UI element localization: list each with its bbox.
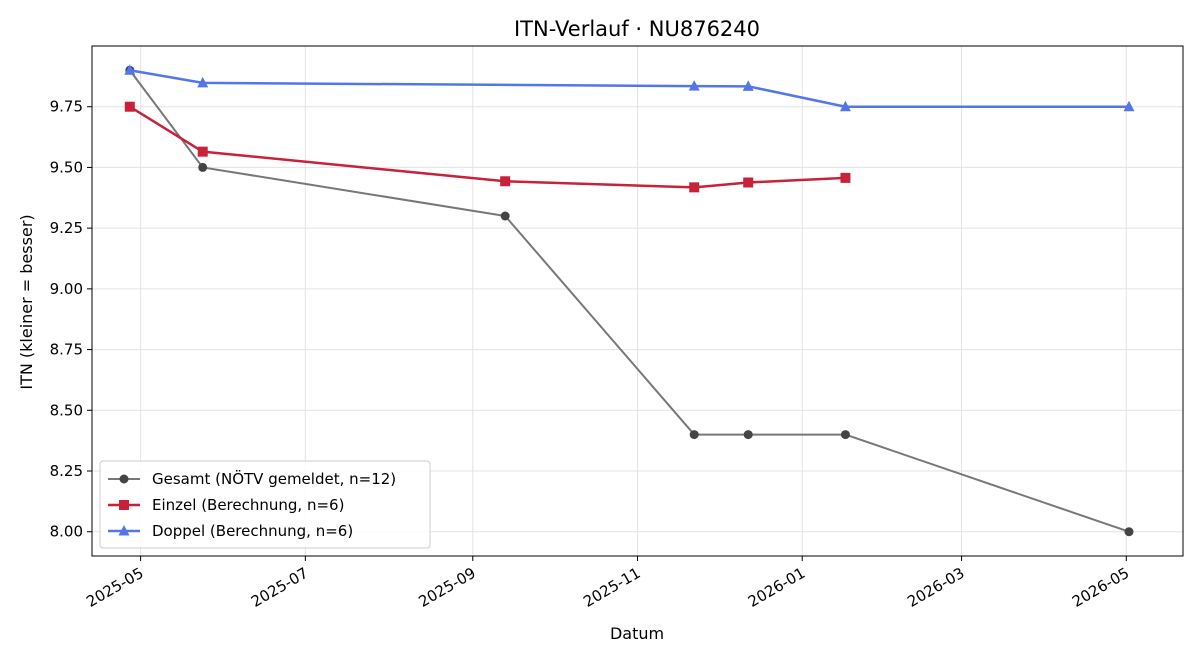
data-point: [840, 430, 850, 440]
grid: [92, 46, 1183, 556]
data-point: [1123, 100, 1135, 112]
series-2: [124, 101, 851, 193]
y-tick-label: 9.25: [50, 219, 83, 237]
legend-item: Einzel (Berechnung, n=6): [108, 496, 344, 514]
data-point: [840, 172, 851, 183]
x-tick-label: 2025-07: [248, 564, 311, 611]
y-tick-label: 8.75: [50, 341, 83, 359]
legend-label: Gesamt (NÖTV gemeldet, n=12): [152, 469, 396, 488]
x-tick-label: 2026-01: [745, 564, 808, 611]
y-tick-label: 8.25: [50, 462, 83, 480]
data-point: [500, 211, 510, 221]
data-point: [1124, 527, 1134, 537]
data-point: [198, 162, 208, 172]
legend-item: Gesamt (NÖTV gemeldet, n=12): [108, 469, 396, 488]
data-point: [743, 430, 753, 440]
y-tick-label: 8.00: [50, 523, 83, 541]
data-point: [124, 101, 135, 112]
chart-title: ITN-Verlauf · NU876240: [514, 17, 760, 41]
x-tick-label: 2025-05: [83, 564, 146, 611]
x-axis-label: Datum: [610, 624, 664, 643]
legend-item: Doppel (Berechnung, n=6): [108, 522, 353, 540]
data-point: [124, 64, 136, 75]
series-line: [129, 69, 1129, 108]
legend-label: Einzel (Berechnung, n=6): [152, 496, 344, 514]
x-tick-label: 2025-11: [580, 564, 643, 611]
data-point: [689, 182, 700, 193]
y-tick-label: 9.50: [50, 158, 83, 176]
series-3: [124, 64, 1135, 112]
data-point: [500, 176, 511, 187]
data-point: [197, 146, 208, 157]
legend-label: Doppel (Berechnung, n=6): [152, 522, 353, 540]
legend-marker: [119, 474, 129, 484]
data-point: [839, 100, 851, 112]
legend-marker: [119, 500, 129, 510]
data-point: [197, 76, 209, 88]
data-point: [742, 80, 754, 91]
y-tick-label: 8.50: [50, 401, 83, 419]
data-point: [689, 430, 699, 440]
x-tick-label: 2026-03: [904, 564, 967, 611]
legend: Gesamt (NÖTV gemeldet, n=12) Einzel (Bere…: [99, 460, 431, 549]
legend-marker: [118, 525, 130, 536]
legend-box: [99, 460, 431, 549]
y-tick-label: 9.00: [50, 280, 83, 298]
x-tick-label: 2026-05: [1069, 564, 1132, 611]
y-axis-label: ITN (kleiner = besser): [17, 214, 36, 389]
data-point: [688, 80, 700, 91]
data-point: [743, 177, 754, 188]
y-tick-label: 9.75: [50, 98, 83, 116]
x-tick-label: 2025-09: [415, 564, 478, 611]
series-line: [129, 105, 846, 189]
series-layer: [124, 64, 1135, 537]
